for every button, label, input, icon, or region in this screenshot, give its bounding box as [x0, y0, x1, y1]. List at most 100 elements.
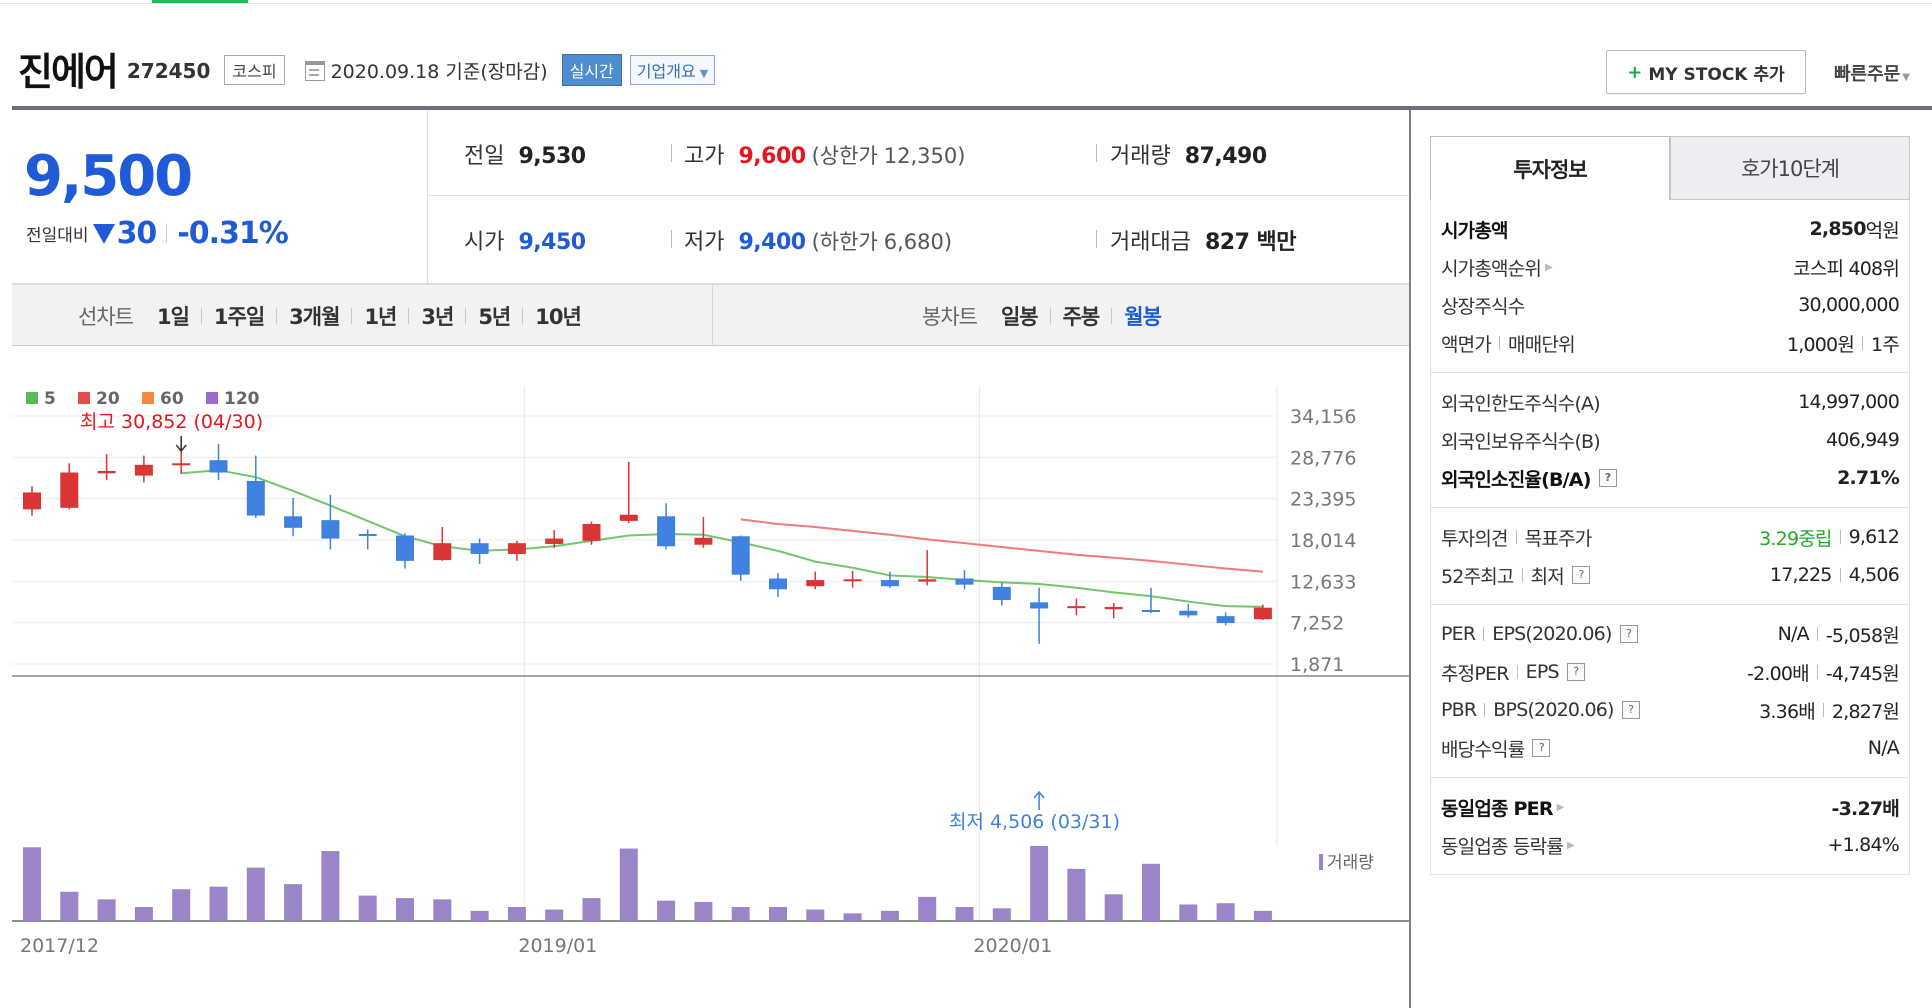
candle-body — [396, 535, 414, 561]
realtime-button[interactable]: 실시간 — [561, 54, 622, 86]
tab-investment-info[interactable]: 투자정보 — [1430, 136, 1670, 200]
price-summary: 전일 9,530 고가 9,600 (상한가 12,350) 거래량 87,49… — [428, 110, 1410, 284]
candle-body — [918, 579, 937, 582]
pbr-label: PBR BPS(2020.06)? — [1441, 699, 1640, 721]
divider — [1839, 530, 1841, 544]
stock-header: 진에어 272450 코스피 2020.09.18 기준(장마감) 실시간 기업… — [18, 48, 716, 94]
info-row: 시가총액순위 ▶ 코스피 408위 — [1441, 248, 1900, 286]
ma5-line — [181, 469, 1263, 608]
volume-label: 거래량 — [1327, 853, 1374, 873]
candle-body — [1142, 610, 1160, 613]
volume-bar — [1253, 910, 1272, 921]
divider — [276, 308, 278, 324]
volume-bar — [246, 867, 265, 921]
volume-bar — [1179, 904, 1198, 921]
caret-right-icon: ▶ — [1567, 839, 1575, 851]
sector-per-value: -3.27배 — [1831, 797, 1900, 820]
volume-bar — [843, 913, 862, 921]
period-1y[interactable]: 1년 — [364, 305, 397, 329]
y-tick-label: 28,776 — [1290, 447, 1356, 469]
candle-body — [955, 578, 974, 585]
help-icon[interactable]: ? — [1619, 625, 1638, 643]
volume-bar — [507, 907, 526, 921]
volume-bar — [134, 907, 153, 921]
help-icon[interactable]: ? — [1598, 469, 1617, 487]
y-tick-label: 12,633 — [1290, 571, 1356, 593]
base-date: 2020.09.18 기준(장마감) — [330, 60, 548, 83]
candle-body — [1179, 610, 1198, 616]
volume-bar — [731, 907, 750, 921]
volume-bar — [619, 848, 638, 921]
trade-amount-value: 827 백만 — [1204, 230, 1297, 255]
legend-label: 5 — [44, 389, 56, 409]
market-cap-rank-link[interactable]: 시가총액순위 ▶ — [1441, 254, 1553, 281]
par-label: 액면가 — [1441, 333, 1492, 356]
info-row: 동일업종 PER ▶ -3.27배 — [1441, 788, 1900, 826]
par-value-label: 액면가 매매단위 — [1441, 330, 1576, 357]
volume-bar — [1067, 868, 1086, 921]
stock-name: 진에어 — [18, 49, 119, 94]
divider — [1515, 530, 1517, 544]
volume-bar — [992, 908, 1011, 921]
period-daily[interactable]: 일봉 — [1000, 305, 1039, 329]
period-5y[interactable]: 5년 — [478, 305, 511, 329]
info-row: 추정PER EPS? -2.00배 -4,745원 — [1441, 653, 1900, 691]
help-icon[interactable]: ? — [1572, 566, 1590, 584]
divider — [1049, 308, 1051, 324]
period-weekly[interactable]: 주봉 — [1062, 305, 1101, 329]
low-price: 저가 9,400 (하한가 6,680) — [684, 224, 952, 256]
est-eps-label: EPS — [1525, 661, 1560, 683]
candle-chart-periods: 봉차트 일봉 주봉 월봉 — [922, 301, 1173, 331]
week52-high-value: 17,225 — [1769, 564, 1832, 586]
line-chart-periods: 선차트 1일 1주일 3개월 1년 3년 5년 10년 — [78, 301, 593, 331]
period-3y[interactable]: 3년 — [421, 305, 454, 329]
sector-per-link[interactable]: 동일업종 PER ▶ — [1441, 794, 1564, 821]
volume-bar — [545, 909, 564, 921]
ma20-line — [740, 518, 1263, 573]
info-row: 외국인한도주식수(A) 14,997,000 — [1441, 383, 1900, 421]
period-1w[interactable]: 1주일 — [213, 305, 265, 329]
company-info-label: 기업개요 — [636, 62, 696, 81]
candle-body — [97, 470, 116, 474]
stock-chart[interactable]: 34,156 28,776 23,395 18,014 12,633 7,252 1,871… — [12, 346, 1410, 1008]
est-per-number: -2.00배 — [1747, 662, 1810, 685]
quick-order-button[interactable]: 빠른주문 ▼ — [1834, 60, 1910, 86]
period-10y[interactable]: 10년 — [535, 305, 582, 329]
eps-value: -5,058원 — [1825, 624, 1900, 647]
sector-per-label: 동일업종 PER — [1441, 797, 1553, 820]
volume: 거래량 87,490 — [1110, 138, 1267, 170]
lower-limit-value: 6,680) — [883, 230, 953, 254]
foreign-group: 외국인한도주식수(A) 14,997,000 외국인보유주식수(B) 406,9… — [1431, 373, 1909, 508]
current-price: 9,500 — [24, 144, 193, 209]
divider — [1862, 336, 1864, 350]
listed-shares-label: 상장주식수 — [1441, 295, 1525, 318]
opinion-label: 투자의견 목표주가 — [1441, 524, 1592, 551]
volume-bar — [694, 901, 713, 921]
bps-label: BPS(2020.06) — [1493, 699, 1614, 721]
divider — [166, 224, 168, 243]
sector-change-link[interactable]: 동일업종 등락률 ▶ — [1441, 832, 1575, 859]
help-icon[interactable]: ? — [1566, 663, 1585, 681]
low-label: 저가 — [684, 230, 725, 255]
add-mystock-button[interactable]: + MY STOCK 추가 — [1606, 50, 1806, 94]
volume-legend-swatch — [1319, 854, 1323, 870]
dividend-label: 배당수익률? — [1441, 735, 1551, 762]
market-cap-group: 시가총액 2,850 억원 시가총액순위 ▶ 코스피 408위 상장주식수 30,0… — [1431, 200, 1909, 373]
volume-label: 거래량 — [1110, 144, 1171, 169]
candle-body — [992, 586, 1011, 601]
candle-body — [1030, 602, 1049, 609]
high-price: 고가 9,600 (상한가 12,350) — [684, 138, 965, 170]
period-monthly[interactable]: 월봉 — [1124, 305, 1162, 329]
plus-icon: + — [1627, 61, 1643, 83]
pbr-value: 3.36배 2,827원 — [1759, 697, 1900, 724]
candle-body — [582, 523, 601, 541]
help-icon[interactable]: ? — [1532, 739, 1551, 757]
tab-orderbook-10[interactable]: 호가10단계 — [1670, 136, 1910, 200]
period-1d[interactable]: 1일 — [156, 305, 190, 329]
help-icon[interactable]: ? — [1621, 701, 1640, 719]
per-label: PER EPS(2020.06)? — [1441, 623, 1638, 645]
volume-bar — [209, 886, 228, 921]
company-info-dropdown[interactable]: 기업개요 ▼ — [629, 55, 716, 85]
period-3m[interactable]: 3개월 — [289, 305, 340, 329]
candle-body — [358, 533, 377, 536]
